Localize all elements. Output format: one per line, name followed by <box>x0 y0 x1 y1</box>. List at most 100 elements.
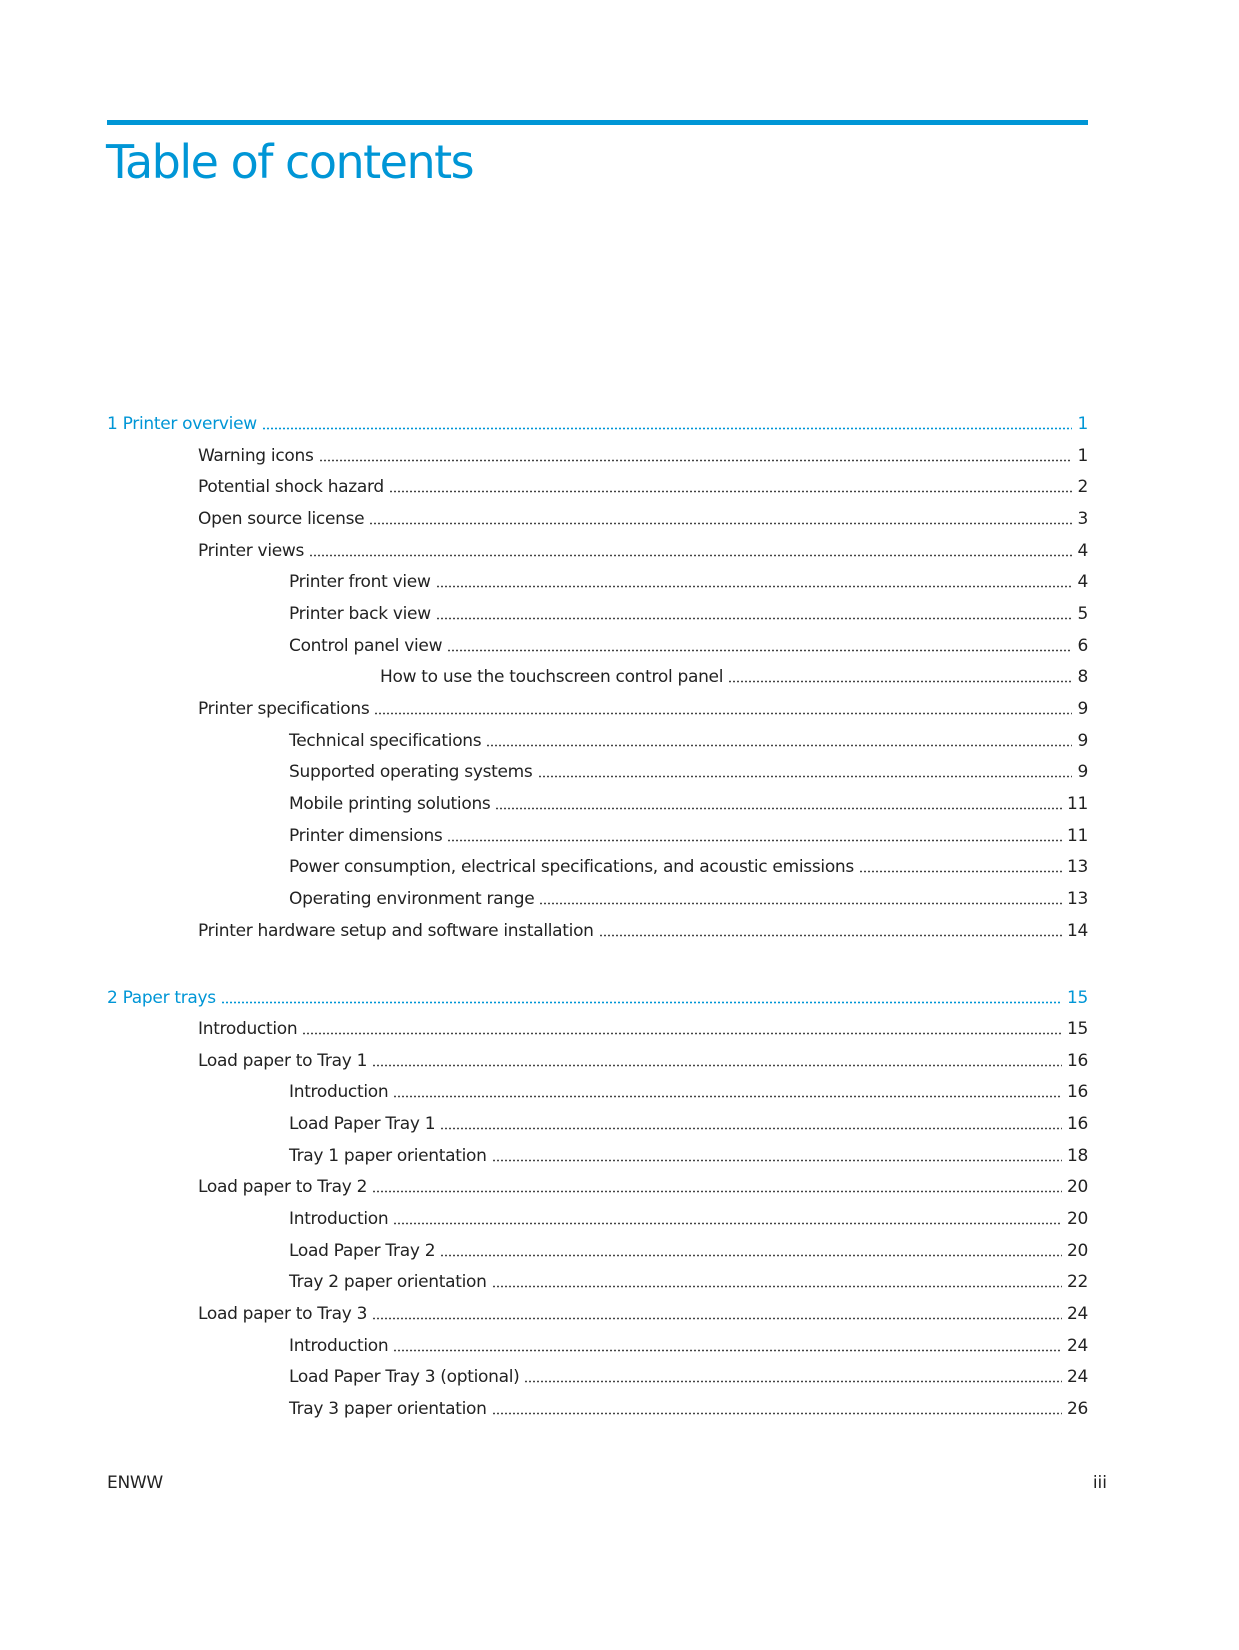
toc-entry[interactable]: Supported operating systems 9 <box>107 756 1088 788</box>
dot-leader <box>372 1190 1062 1194</box>
toc-entry-page[interactable]: 15 <box>1066 987 1088 1008</box>
toc-entry-page[interactable]: 9 <box>1077 762 1088 783</box>
toc-entry[interactable]: Printer front view 4 <box>107 566 1088 598</box>
toc-entry-page[interactable]: 8 <box>1077 667 1088 688</box>
toc-entry[interactable]: Printer views 4 <box>107 534 1088 566</box>
toc-entry[interactable]: Introduction 24 <box>107 1329 1088 1361</box>
toc-entry-title[interactable]: Printer hardware setup and software inst… <box>198 920 594 941</box>
toc-entry-title[interactable]: Load Paper Tray 3 (optional) <box>289 1367 520 1388</box>
toc-entry[interactable]: Printer hardware setup and software inst… <box>107 914 1088 946</box>
toc-entry-page[interactable]: 18 <box>1066 1145 1088 1166</box>
dot-leader <box>491 1285 1062 1289</box>
toc-entry-title[interactable]: Printer views <box>198 540 305 561</box>
toc-entry-page[interactable]: 13 <box>1066 857 1088 878</box>
toc-entry-page[interactable]: 20 <box>1066 1240 1088 1261</box>
toc-entry-title[interactable]: Printer specifications <box>198 698 370 719</box>
toc-entry-page[interactable]: 4 <box>1077 572 1088 593</box>
toc-entry-title[interactable]: Open source license <box>198 508 365 529</box>
toc-entry-title[interactable]: Operating environment range <box>289 888 535 909</box>
toc-entry-page[interactable]: 9 <box>1077 698 1088 719</box>
toc-entry[interactable]: Tray 2 paper orientation 22 <box>107 1266 1088 1298</box>
toc-entry[interactable]: Load paper to Tray 2 20 <box>107 1171 1088 1203</box>
toc-entry-page[interactable]: 4 <box>1077 540 1088 561</box>
toc-entry-title[interactable]: Mobile printing solutions <box>289 793 491 814</box>
toc-entry-page[interactable]: 24 <box>1066 1367 1088 1388</box>
toc-entry-title[interactable]: Technical specifications <box>289 730 482 751</box>
toc-entry-title[interactable]: 2 Paper trays <box>107 987 216 1008</box>
toc-entry-page[interactable]: 16 <box>1066 1050 1088 1071</box>
toc-entry[interactable]: Mobile printing solutions 11 <box>107 787 1088 819</box>
toc-entry-page[interactable]: 13 <box>1066 888 1088 909</box>
toc-entry-page[interactable]: 16 <box>1066 1114 1088 1135</box>
toc-entry[interactable]: Technical specifications 9 <box>107 724 1088 756</box>
toc-entry[interactable]: Load Paper Tray 1 16 <box>107 1107 1088 1139</box>
toc-entry-title[interactable]: Potential shock hazard <box>198 477 384 498</box>
toc-entry-page[interactable]: 24 <box>1066 1335 1088 1356</box>
toc-entry-title[interactable]: Tray 3 paper orientation <box>289 1399 487 1420</box>
toc-entry[interactable]: Load paper to Tray 1 16 <box>107 1044 1088 1076</box>
toc-entry[interactable]: Open source license 3 <box>107 502 1088 534</box>
toc-entry-page[interactable]: 1 <box>1077 445 1088 466</box>
toc-entry[interactable]: Load paper to Tray 3 24 <box>107 1297 1088 1329</box>
toc-entry-page[interactable]: 5 <box>1077 603 1088 624</box>
toc-entry-page[interactable]: 24 <box>1066 1304 1088 1325</box>
toc-entry-title[interactable]: Load paper to Tray 3 <box>198 1304 368 1325</box>
toc-entry-title[interactable]: Printer back view <box>289 603 431 624</box>
toc-entry-page[interactable]: 2 <box>1077 477 1088 498</box>
toc-entry-title[interactable]: Introduction <box>289 1082 389 1103</box>
toc-entry-title[interactable]: Load Paper Tray 1 <box>289 1114 436 1135</box>
toc-entry-page[interactable]: 22 <box>1066 1272 1088 1293</box>
toc-entry[interactable]: Power consumption, electrical specificat… <box>107 851 1088 883</box>
toc-entry[interactable]: Printer specifications 9 <box>107 692 1088 724</box>
toc-entry-title[interactable]: Control panel view <box>289 635 443 656</box>
toc-entry-title[interactable]: Tray 2 paper orientation <box>289 1272 487 1293</box>
toc-entry[interactable]: Tray 3 paper orientation 26 <box>107 1392 1088 1424</box>
toc-entry[interactable]: Tray 1 paper orientation 18 <box>107 1139 1088 1171</box>
toc-entry-page[interactable]: 14 <box>1066 920 1088 941</box>
toc-entry[interactable]: Introduction 16 <box>107 1076 1088 1108</box>
toc-entry-title[interactable]: Printer front view <box>289 572 431 593</box>
toc-entry[interactable]: Control panel view 6 <box>107 629 1088 661</box>
toc-entry-title[interactable]: Introduction <box>289 1335 389 1356</box>
toc-entry-title[interactable]: Supported operating systems <box>289 762 533 783</box>
toc-entry[interactable]: Operating environment range 13 <box>107 882 1088 914</box>
toc-entry-page[interactable]: 20 <box>1066 1177 1088 1198</box>
toc-entry-title[interactable]: Warning icons <box>198 445 314 466</box>
toc-entry[interactable]: Load Paper Tray 3 (optional) 24 <box>107 1361 1088 1393</box>
toc-entry-title[interactable]: Introduction <box>289 1209 389 1230</box>
toc-entry[interactable]: Potential shock hazard 2 <box>107 471 1088 503</box>
toc-entry-page[interactable]: 15 <box>1066 1019 1088 1040</box>
toc-entry-title[interactable]: 1 Printer overview <box>107 414 257 434</box>
toc-entry[interactable]: Printer back view 5 <box>107 597 1088 629</box>
toc-entry-title[interactable]: Printer dimensions <box>289 825 443 846</box>
toc-entry[interactable]: How to use the touchscreen control panel… <box>107 661 1088 693</box>
toc-entry-page[interactable]: 9 <box>1077 730 1088 751</box>
dot-leader <box>393 1222 1062 1226</box>
toc-entry[interactable]: Introduction 15 <box>107 1013 1088 1045</box>
toc-entry-page[interactable]: 1 <box>1077 414 1088 434</box>
toc-chapter-heading[interactable]: 1 Printer overview 1 <box>107 405 1088 439</box>
page-number: iii <box>1092 1473 1107 1493</box>
toc-entry-page[interactable]: 26 <box>1066 1399 1088 1420</box>
toc-entry-title[interactable]: Load paper to Tray 1 <box>198 1050 368 1071</box>
toc-entry-page[interactable]: 6 <box>1077 635 1088 656</box>
toc-entry-title[interactable]: Power consumption, electrical specificat… <box>289 857 854 878</box>
toc-entry[interactable]: Printer dimensions 11 <box>107 819 1088 851</box>
toc-entry-title[interactable]: How to use the touchscreen control panel <box>380 667 724 688</box>
page-title: Table of contents <box>106 135 475 189</box>
toc-entry-page[interactable]: 16 <box>1066 1082 1088 1103</box>
toc-entry-title[interactable]: Load Paper Tray 2 <box>289 1240 436 1261</box>
toc-entry[interactable]: Warning icons 1 <box>107 439 1088 471</box>
dot-leader <box>495 806 1062 810</box>
toc-chapter-heading[interactable]: 2 Paper trays 15 <box>107 979 1088 1013</box>
toc-entry[interactable]: Load Paper Tray 2 20 <box>107 1234 1088 1266</box>
toc-entry-title[interactable]: Introduction <box>198 1019 298 1040</box>
toc-entry-title[interactable]: Tray 1 paper orientation <box>289 1145 487 1166</box>
toc-entry-page[interactable]: 11 <box>1066 825 1088 846</box>
toc-entry-page[interactable]: 3 <box>1077 508 1088 529</box>
toc-entry[interactable]: Introduction 20 <box>107 1202 1088 1234</box>
toc-entry-title[interactable]: Load paper to Tray 2 <box>198 1177 368 1198</box>
toc-entry-page[interactable]: 11 <box>1066 793 1088 814</box>
dot-leader <box>598 933 1062 937</box>
toc-entry-page[interactable]: 20 <box>1066 1209 1088 1230</box>
